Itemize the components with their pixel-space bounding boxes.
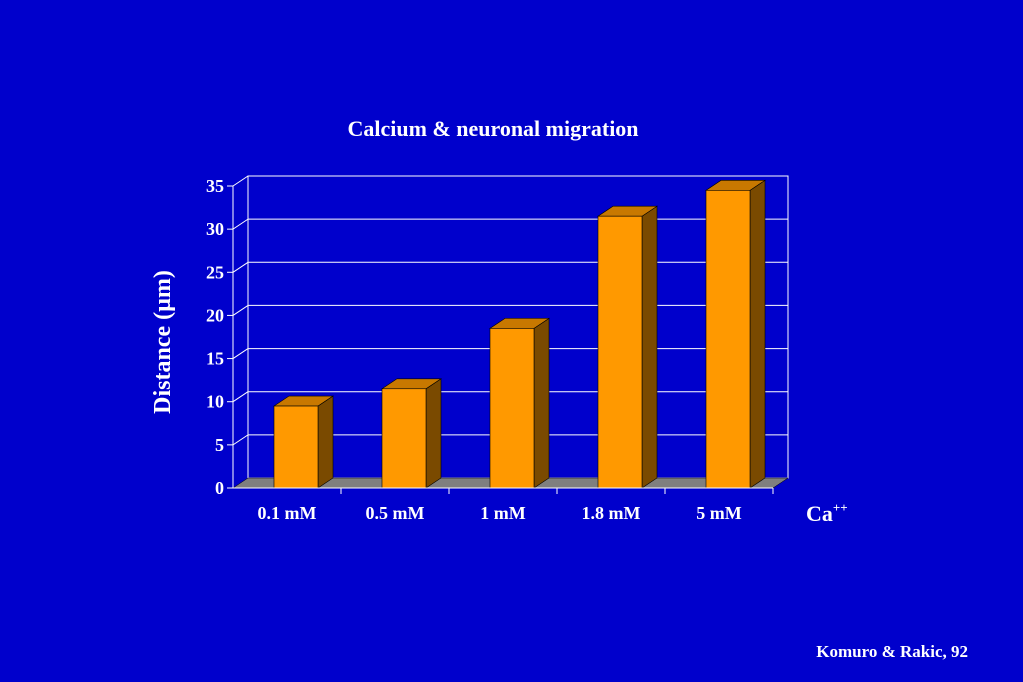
y-tick-label: 0: [215, 478, 224, 498]
x-axis-label: Ca++: [806, 500, 848, 526]
bars: [273, 179, 766, 489]
x-tick-label: 0.1 mM: [258, 503, 317, 523]
gridline-depth: [232, 218, 249, 230]
bar: [705, 190, 751, 489]
x-axis: 0.1 mM 0.5 mM 1 mM 1.8 mM 5 mM: [233, 487, 774, 523]
bar-side: [533, 317, 550, 489]
gridline-depth: [232, 261, 249, 273]
bar: [381, 388, 427, 489]
gridline-depth: [232, 391, 249, 403]
bar: [273, 405, 319, 489]
gridline-depth: [232, 434, 249, 446]
y-tick-label: 5: [215, 435, 224, 455]
x-tick-label: 1 mM: [480, 503, 525, 523]
bar: [597, 215, 643, 489]
x-tick-label: 0.5 mM: [366, 503, 425, 523]
bar-side: [749, 179, 766, 489]
x-tick-label: 1.8 mM: [582, 503, 641, 523]
y-tick-label: 10: [206, 392, 224, 412]
x-tick-label: 5 mM: [696, 503, 741, 523]
gridline-depth: [232, 175, 249, 187]
bar: [489, 328, 535, 489]
y-tick-label: 20: [206, 305, 224, 325]
chart-title: Calcium & neuronal migration: [347, 116, 638, 141]
x-axis-label-superscript: ++: [833, 500, 848, 515]
bar-side: [425, 378, 442, 489]
bar-side: [641, 205, 658, 489]
gridline-depth: [232, 305, 249, 316]
y-axis: 0 5 10 15 20 25 30 35: [206, 176, 233, 498]
x-axis-label-text: Ca: [806, 501, 833, 526]
y-tick-label: 30: [206, 219, 224, 239]
y-tick-label: 25: [206, 262, 224, 282]
y-tick-label: 35: [206, 176, 224, 196]
gridline-depth: [232, 348, 249, 359]
y-axis-label: Distance (µm): [150, 270, 176, 414]
citation: Komuro & Rakic, 92: [816, 642, 968, 661]
bar-side: [317, 395, 334, 489]
y-tick-label: 15: [206, 349, 224, 369]
